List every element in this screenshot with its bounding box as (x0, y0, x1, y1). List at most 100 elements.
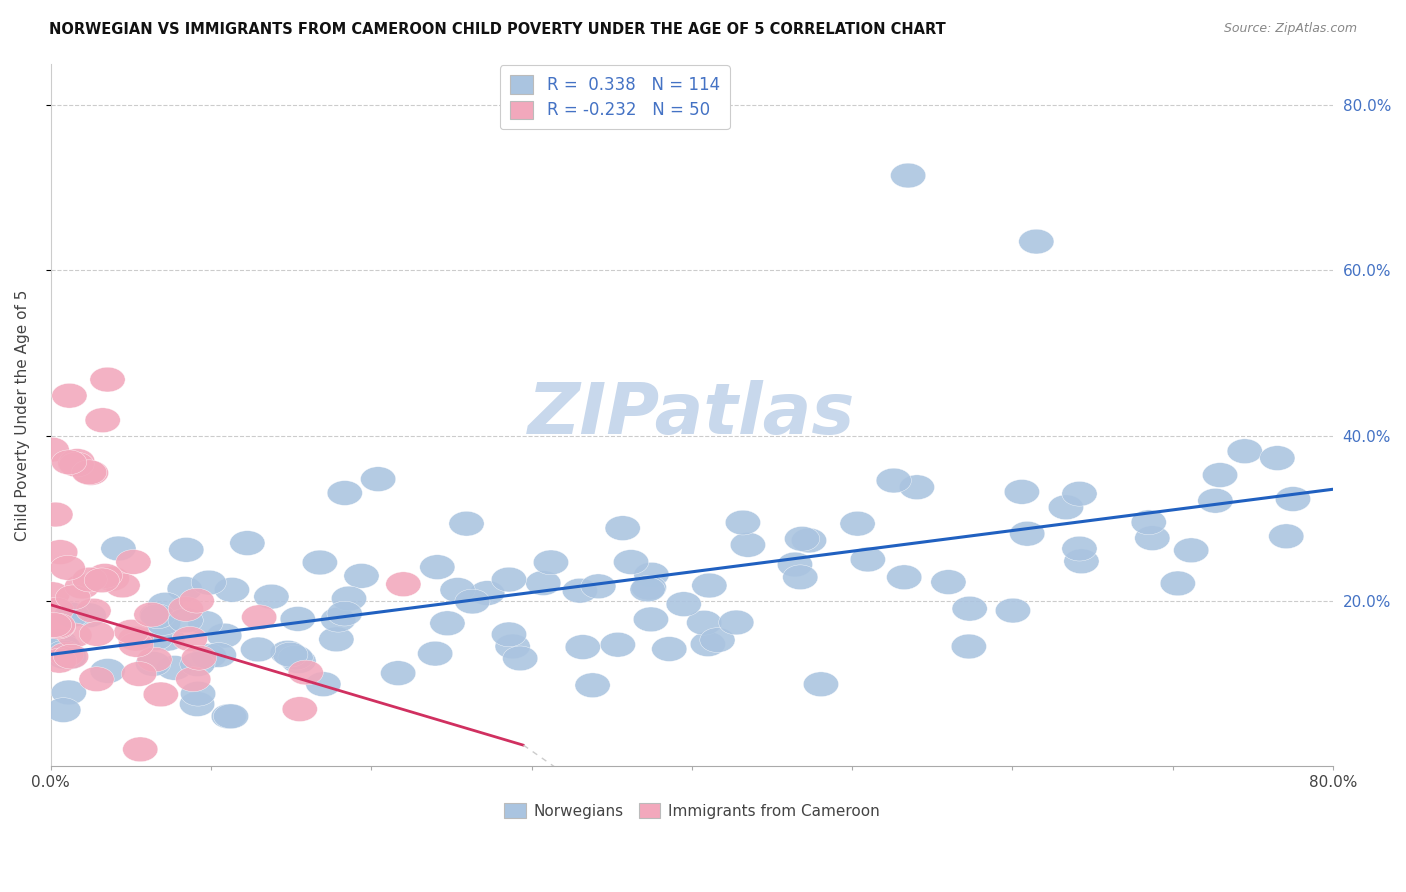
Ellipse shape (418, 641, 453, 666)
Ellipse shape (37, 613, 72, 638)
Ellipse shape (730, 533, 765, 558)
Ellipse shape (1010, 521, 1045, 546)
Text: NORWEGIAN VS IMMIGRANTS FROM CAMEROON CHILD POVERTY UNDER THE AGE OF 5 CORRELATI: NORWEGIAN VS IMMIGRANTS FROM CAMEROON CH… (49, 22, 946, 37)
Ellipse shape (176, 667, 211, 691)
Ellipse shape (143, 682, 179, 706)
Ellipse shape (718, 610, 754, 635)
Ellipse shape (952, 634, 987, 659)
Ellipse shape (53, 644, 89, 669)
Ellipse shape (56, 623, 91, 648)
Ellipse shape (995, 599, 1031, 623)
Ellipse shape (332, 586, 367, 611)
Ellipse shape (270, 640, 305, 665)
Ellipse shape (180, 681, 215, 706)
Ellipse shape (42, 648, 77, 673)
Ellipse shape (281, 648, 316, 673)
Ellipse shape (135, 651, 170, 676)
Ellipse shape (876, 468, 911, 493)
Ellipse shape (321, 607, 356, 632)
Ellipse shape (305, 672, 342, 697)
Ellipse shape (42, 540, 77, 565)
Ellipse shape (565, 635, 600, 659)
Ellipse shape (76, 599, 111, 624)
Ellipse shape (59, 449, 94, 474)
Ellipse shape (180, 691, 215, 716)
Ellipse shape (495, 634, 530, 659)
Ellipse shape (1130, 510, 1167, 534)
Ellipse shape (188, 611, 224, 635)
Ellipse shape (139, 603, 174, 627)
Ellipse shape (84, 568, 120, 592)
Ellipse shape (136, 648, 172, 672)
Ellipse shape (385, 572, 420, 597)
Ellipse shape (52, 645, 87, 670)
Ellipse shape (253, 584, 290, 609)
Ellipse shape (1004, 480, 1039, 504)
Ellipse shape (121, 662, 156, 686)
Ellipse shape (575, 673, 610, 698)
Ellipse shape (38, 502, 73, 527)
Ellipse shape (145, 610, 181, 635)
Ellipse shape (55, 585, 90, 610)
Ellipse shape (278, 645, 314, 670)
Ellipse shape (41, 613, 76, 638)
Ellipse shape (34, 437, 69, 462)
Ellipse shape (562, 578, 598, 603)
Ellipse shape (890, 163, 925, 188)
Ellipse shape (46, 635, 82, 659)
Ellipse shape (633, 607, 669, 632)
Legend: Norwegians, Immigrants from Cameroon: Norwegians, Immigrants from Cameroon (498, 797, 886, 825)
Ellipse shape (605, 516, 640, 541)
Ellipse shape (283, 697, 318, 722)
Ellipse shape (328, 601, 363, 626)
Ellipse shape (150, 626, 186, 651)
Ellipse shape (101, 536, 136, 561)
Ellipse shape (169, 597, 204, 622)
Ellipse shape (360, 467, 395, 491)
Ellipse shape (1135, 525, 1170, 550)
Ellipse shape (631, 575, 666, 600)
Ellipse shape (1198, 488, 1233, 513)
Ellipse shape (169, 538, 204, 562)
Ellipse shape (240, 637, 276, 662)
Ellipse shape (1064, 549, 1099, 574)
Ellipse shape (491, 622, 527, 647)
Ellipse shape (65, 574, 100, 599)
Ellipse shape (134, 602, 169, 627)
Ellipse shape (1049, 495, 1084, 520)
Ellipse shape (686, 610, 721, 635)
Ellipse shape (1062, 536, 1097, 561)
Ellipse shape (430, 611, 465, 636)
Ellipse shape (148, 592, 183, 617)
Ellipse shape (792, 528, 827, 553)
Ellipse shape (70, 603, 107, 628)
Ellipse shape (79, 666, 114, 691)
Ellipse shape (114, 619, 149, 644)
Ellipse shape (242, 605, 277, 630)
Ellipse shape (173, 626, 208, 651)
Ellipse shape (700, 628, 735, 652)
Ellipse shape (778, 552, 813, 577)
Ellipse shape (692, 574, 727, 598)
Ellipse shape (169, 608, 204, 632)
Ellipse shape (49, 642, 84, 667)
Ellipse shape (90, 658, 125, 683)
Ellipse shape (440, 578, 475, 602)
Ellipse shape (1202, 463, 1237, 487)
Ellipse shape (690, 632, 725, 657)
Ellipse shape (181, 646, 217, 670)
Ellipse shape (1227, 439, 1263, 464)
Y-axis label: Child Poverty Under the Age of 5: Child Poverty Under the Age of 5 (15, 289, 30, 541)
Ellipse shape (90, 368, 125, 392)
Ellipse shape (803, 672, 838, 697)
Ellipse shape (931, 570, 966, 594)
Ellipse shape (581, 574, 616, 599)
Ellipse shape (783, 565, 818, 590)
Text: ZIPatlas: ZIPatlas (529, 381, 855, 450)
Ellipse shape (491, 567, 527, 592)
Ellipse shape (118, 626, 153, 651)
Ellipse shape (51, 556, 86, 581)
Ellipse shape (87, 564, 122, 588)
Ellipse shape (1268, 524, 1303, 549)
Ellipse shape (273, 642, 308, 667)
